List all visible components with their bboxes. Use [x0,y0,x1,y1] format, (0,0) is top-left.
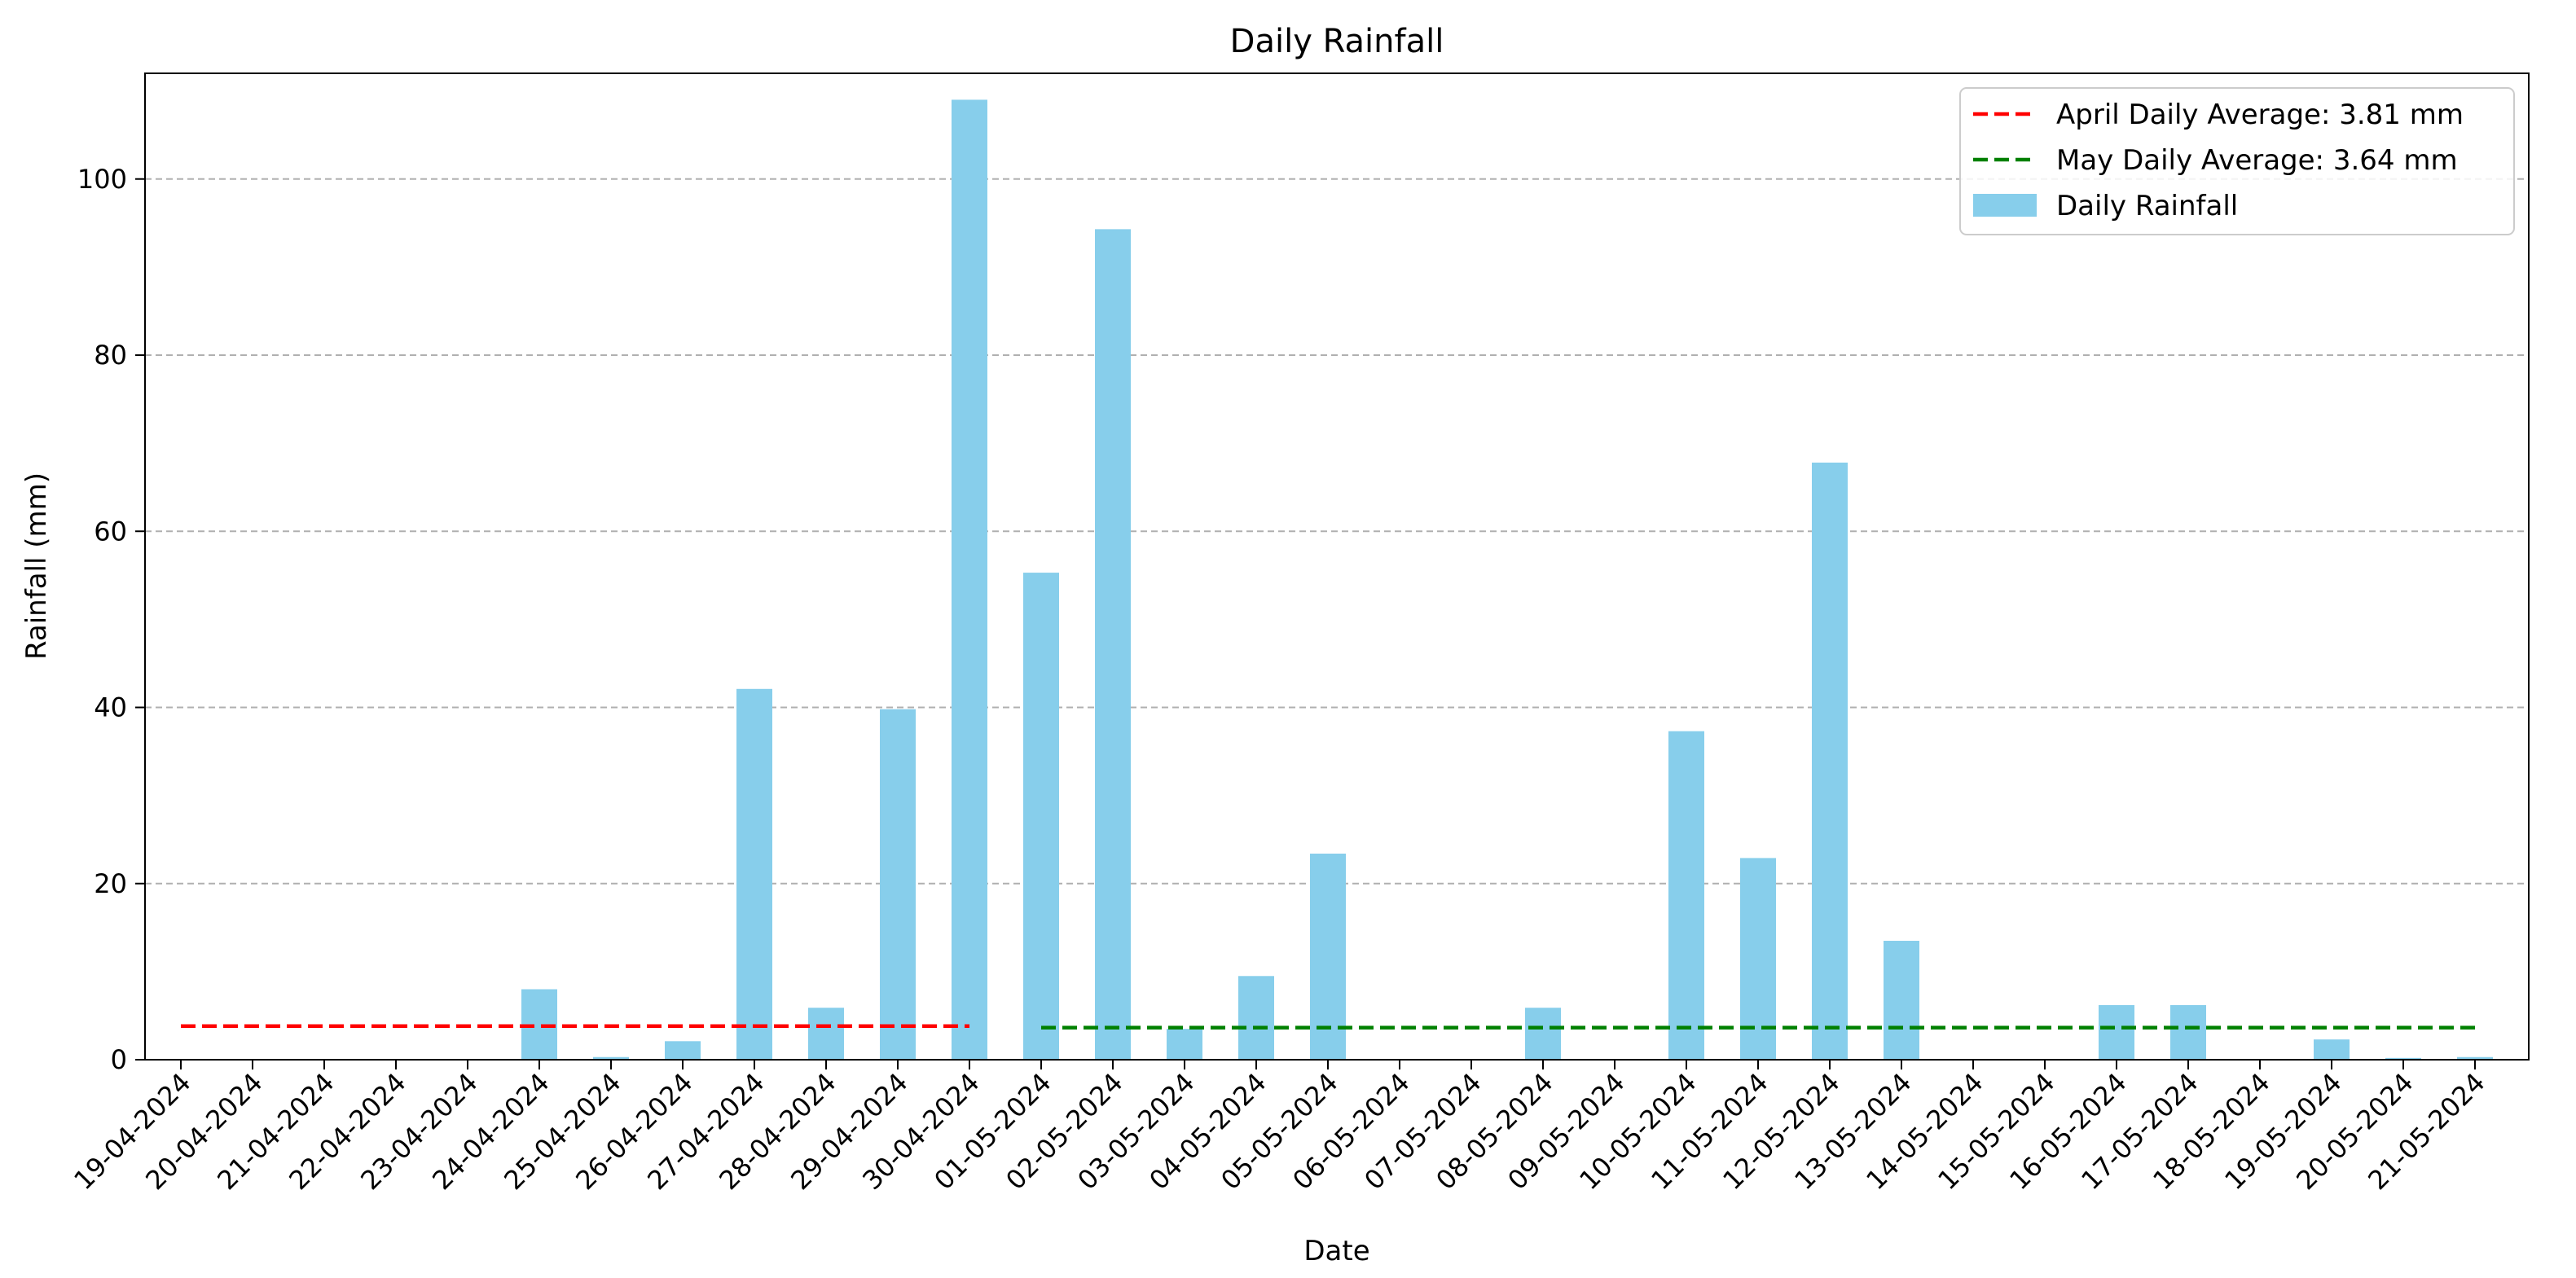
y-axis-ticks: 0 20 40 60 80 100 [77,164,145,1075]
y-axis-label: Rainfall (mm) [20,472,53,660]
bars [521,99,2493,1061]
bar [2457,1056,2493,1060]
legend-swatch [1973,194,2037,217]
average-lines [181,1024,2475,1030]
legend-label: April Daily Average: 3.81 mm [2056,99,2464,131]
bar [736,688,772,1060]
bar [2099,1004,2134,1060]
plot-frame [144,72,2530,1061]
y-tick-label: 0 [111,1044,127,1075]
bar [1167,1029,1202,1060]
bar [1238,976,1274,1060]
bar [1023,573,1059,1060]
legend-label: May Daily Average: 3.64 mm [2056,144,2458,177]
y-tick-label: 100 [77,164,127,195]
bar [1095,229,1131,1061]
y-tick-label: 40 [94,692,127,723]
y-tick-label: 60 [94,516,127,547]
bar [880,709,916,1060]
bar [808,1008,844,1060]
y-tick-label: 80 [94,340,127,371]
legend-label: Daily Rainfall [2056,190,2238,222]
bar [2314,1039,2350,1060]
bar [1310,853,1346,1060]
bar [1884,941,1919,1060]
bar [593,1056,629,1060]
legend-box [1959,87,2515,235]
chart-title: Daily Rainfall [1230,23,1444,60]
y-tick-label: 20 [94,868,127,899]
bar [1668,731,1704,1060]
bar [2170,1004,2206,1060]
legend: April Daily Average: 3.81 mm May Daily Av… [1959,87,2515,235]
gridlines [145,178,2529,885]
bar [665,1041,701,1060]
bar [2385,1057,2421,1060]
bar [1525,1008,1561,1060]
bar [952,99,987,1060]
bar [1812,462,1848,1060]
x-axis-ticks: 19-04-202420-04-202421-04-202422-04-2024… [68,1060,2491,1196]
x-axis-label: Date [1303,1235,1369,1267]
